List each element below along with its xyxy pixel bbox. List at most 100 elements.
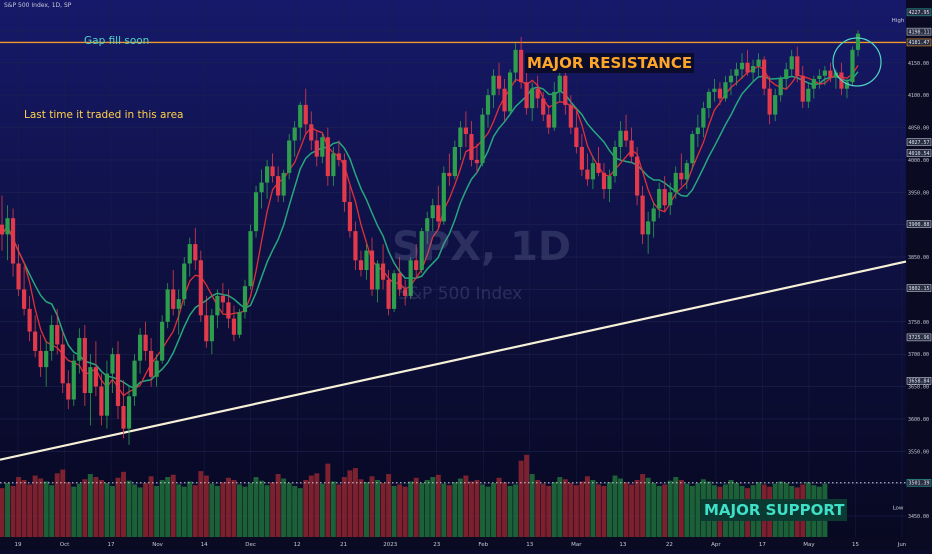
candle-body[interactable] — [21, 289, 27, 309]
candle-body[interactable] — [27, 308, 32, 332]
candle-body[interactable] — [193, 244, 198, 261]
candle-body[interactable] — [132, 360, 137, 397]
candle-body[interactable] — [590, 163, 596, 180]
candle-body[interactable] — [855, 33, 861, 50]
candle-body[interactable] — [314, 140, 319, 157]
candle-body[interactable] — [485, 95, 491, 115]
candle-body[interactable] — [480, 114, 485, 164]
candle-body[interactable] — [176, 299, 181, 309]
candle-body[interactable] — [756, 59, 761, 67]
candle-body[interactable] — [276, 176, 281, 196]
candle-body[interactable] — [60, 344, 65, 384]
candle-body[interactable] — [358, 260, 364, 270]
candle-body[interactable] — [524, 82, 529, 109]
candle-body[interactable] — [491, 75, 496, 96]
candle-body[interactable] — [507, 72, 513, 112]
candle-body[interactable] — [441, 172, 446, 222]
candle-body[interactable] — [585, 169, 590, 180]
candle-body[interactable] — [33, 331, 38, 351]
candle-body[interactable] — [629, 140, 634, 157]
candle-body[interactable] — [712, 88, 717, 92]
candle-body[interactable] — [717, 88, 723, 99]
candle-body[interactable] — [723, 82, 728, 99]
candle-body[interactable] — [430, 205, 435, 219]
candle-body[interactable] — [331, 153, 336, 177]
candle-body[interactable] — [66, 383, 71, 400]
candle-body[interactable] — [44, 350, 49, 368]
candle-body[interactable] — [701, 108, 706, 128]
candle-body[interactable] — [104, 373, 110, 416]
candle-body[interactable] — [215, 295, 220, 316]
candle-body[interactable] — [419, 231, 424, 270]
candle-body[interactable] — [110, 354, 115, 374]
candle-body[interactable] — [734, 69, 739, 76]
candle-body[interactable] — [634, 156, 640, 196]
candle-body[interactable] — [496, 75, 502, 89]
candle-body[interactable] — [822, 70, 827, 76]
candle-body[interactable] — [800, 75, 805, 102]
candle-body[interactable] — [767, 88, 772, 115]
candle-body[interactable] — [513, 49, 518, 73]
candle-body[interactable] — [563, 75, 568, 105]
candle-body[interactable] — [154, 360, 159, 377]
candle-body[interactable] — [309, 124, 314, 141]
candle-body[interactable] — [695, 127, 700, 135]
candle-body[interactable] — [436, 205, 441, 222]
candle-body[interactable] — [640, 195, 645, 235]
candle-body[interactable] — [762, 59, 767, 89]
candle-body[interactable] — [817, 75, 822, 79]
candle-body[interactable] — [408, 260, 413, 296]
candle-body[interactable] — [187, 244, 192, 264]
candle-body[interactable] — [552, 91, 557, 128]
candle-body[interactable] — [149, 350, 154, 377]
candle-body[interactable] — [99, 386, 104, 416]
candle-body[interactable] — [745, 62, 750, 73]
candle-body[interactable] — [38, 350, 43, 368]
candle-body[interactable] — [541, 98, 546, 115]
candle-body[interactable] — [143, 334, 148, 351]
candle-body[interactable] — [298, 104, 303, 128]
candle-body[interactable] — [458, 127, 463, 147]
candle-body[interactable] — [93, 367, 98, 387]
candle-body[interactable] — [121, 405, 126, 429]
candle-body[interactable] — [414, 260, 419, 270]
candle-body[interactable] — [646, 221, 651, 235]
candle-body[interactable] — [574, 127, 579, 147]
candle-body[interactable] — [380, 263, 386, 280]
candle-body[interactable] — [739, 62, 745, 70]
candle-body[interactable] — [502, 88, 507, 112]
candle-body[interactable] — [242, 286, 248, 313]
candle-body[interactable] — [601, 172, 607, 190]
candle-body[interactable] — [706, 91, 711, 109]
candle-body[interactable] — [160, 321, 165, 361]
candle-body[interactable] — [535, 88, 540, 99]
candle-body[interactable] — [679, 172, 684, 180]
candle-body[interactable] — [690, 134, 695, 164]
candle-body[interactable] — [425, 218, 430, 232]
candle-body[interactable] — [463, 127, 468, 135]
candle-body[interactable] — [364, 250, 369, 270]
candle-body[interactable] — [530, 88, 535, 109]
candle-body[interactable] — [447, 172, 452, 177]
candle-body[interactable] — [209, 315, 214, 342]
candle-body[interactable] — [668, 192, 673, 206]
candle-body[interactable] — [347, 202, 353, 232]
candle-body[interactable] — [55, 325, 60, 345]
candle-body[interactable] — [0, 224, 5, 235]
candle-body[interactable] — [828, 70, 833, 78]
candle-body[interactable] — [728, 75, 734, 83]
candle-body[interactable] — [171, 289, 176, 309]
candle-body[interactable] — [623, 130, 629, 141]
candle-body[interactable] — [469, 134, 474, 160]
candle-body[interactable] — [795, 56, 800, 76]
candle-body[interactable] — [336, 153, 341, 160]
candle-body[interactable] — [773, 95, 778, 115]
candle-body[interactable] — [126, 396, 132, 429]
candle-body[interactable] — [452, 146, 457, 177]
candle-body[interactable] — [287, 140, 292, 173]
candle-body[interactable] — [397, 273, 402, 290]
candle-body[interactable] — [657, 189, 662, 209]
candle-body[interactable] — [10, 218, 16, 264]
candle-body[interactable] — [811, 78, 816, 89]
